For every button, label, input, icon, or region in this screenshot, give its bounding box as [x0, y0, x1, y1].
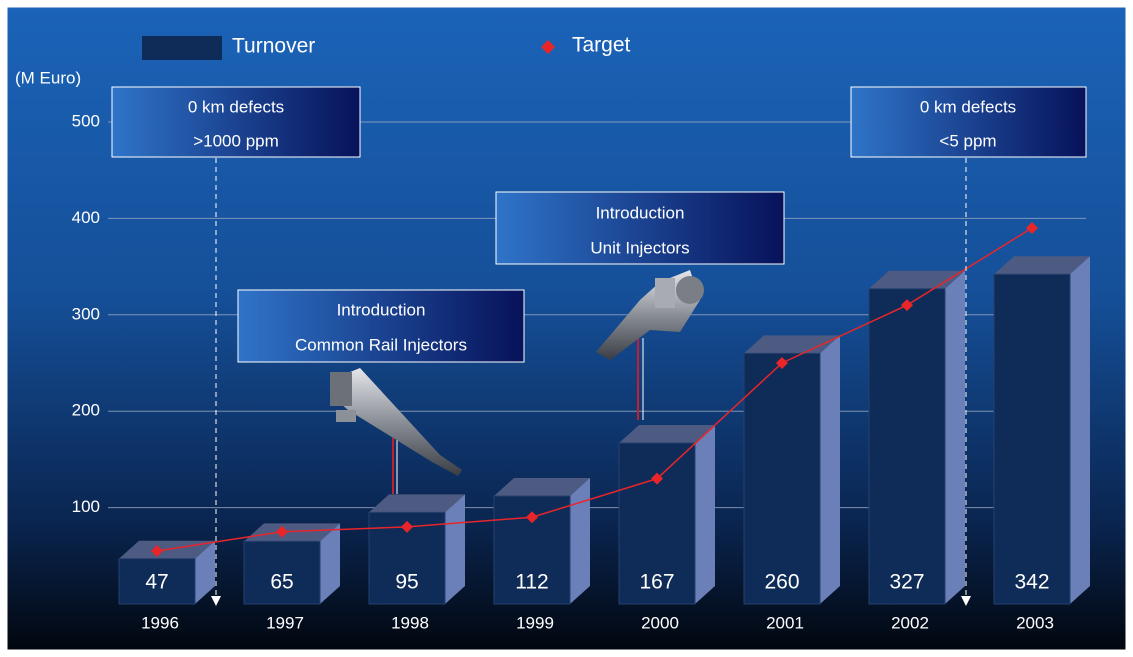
x-tick-label: 1999	[516, 613, 554, 632]
bar	[243, 540, 321, 605]
annotation-text: Common Rail Injectors	[295, 335, 467, 354]
annotation-text: <5 ppm	[939, 131, 996, 150]
annotation-box: 0 km defects <5 ppm	[850, 86, 1087, 158]
y-tick-label: 300	[72, 304, 100, 323]
x-tick-label: 2000	[641, 613, 679, 632]
bar-side	[695, 425, 715, 604]
value-label: 342	[1014, 571, 1049, 594]
annotation-box: Introduction Common Rail Injectors	[237, 289, 525, 363]
target-line	[156, 227, 1033, 552]
x-tick-label: 1996	[141, 613, 179, 632]
legend-swatch	[142, 36, 222, 60]
bar-side	[1070, 256, 1090, 604]
bar-side	[195, 540, 215, 604]
target-marker	[401, 520, 413, 533]
target-marker	[776, 357, 788, 369]
bar-side	[570, 478, 590, 604]
value-label: 65	[270, 571, 293, 594]
dashed-arrow	[961, 158, 971, 606]
dashed-arrow	[211, 158, 221, 606]
bar	[743, 352, 821, 605]
y-tick-label: 400	[72, 208, 100, 227]
legend-label: Turnover	[232, 35, 315, 58]
x-tick-label: 2001	[766, 613, 804, 632]
bar	[868, 288, 946, 605]
bar-top	[744, 335, 840, 354]
y-tick-label: 500	[72, 111, 100, 130]
target-marker	[526, 511, 538, 524]
bar-side	[945, 270, 965, 604]
legend-marker	[541, 40, 555, 54]
value-label: 327	[889, 571, 924, 594]
x-tick-label: 2002	[891, 613, 929, 632]
value-label: 167	[639, 571, 674, 594]
bar-side	[445, 494, 465, 604]
x-tick-label: 2003	[1016, 613, 1054, 632]
target-marker	[1026, 222, 1038, 235]
y-tick-label: 100	[72, 497, 100, 516]
bar-top	[244, 523, 340, 542]
bar	[118, 558, 196, 605]
x-tick-label: 1997	[266, 613, 304, 632]
unit-injector	[596, 270, 704, 420]
target-marker	[651, 472, 663, 485]
bar-top	[994, 256, 1090, 275]
annotation-text: Introduction	[596, 203, 685, 222]
value-label: 260	[764, 571, 799, 594]
y-axis-label: (M Euro)	[15, 68, 81, 87]
annotation-box: Introduction Unit Injectors	[495, 191, 785, 265]
annotation-text: 0 km defects	[188, 97, 284, 116]
target-marker	[276, 525, 288, 538]
bar-top	[619, 425, 715, 444]
annotation-box: 0 km defects >1000 ppm	[111, 86, 361, 158]
bar-side	[820, 335, 840, 604]
target-marker	[151, 544, 163, 557]
y-tick-label: 200	[72, 401, 100, 420]
annotation-text: >1000 ppm	[193, 131, 279, 150]
x-tick-label: 1998	[391, 613, 429, 632]
value-label: 112	[515, 571, 548, 594]
value-label: 95	[395, 571, 418, 594]
bar-side	[320, 523, 340, 604]
value-label: 47	[145, 571, 168, 594]
legend-label: Target	[572, 34, 631, 57]
bar-top	[494, 478, 590, 497]
bar	[993, 273, 1071, 605]
annotation-text: Introduction	[337, 300, 426, 319]
target-marker	[901, 299, 913, 312]
annotation-text: Unit Injectors	[590, 238, 689, 257]
annotation-text: 0 km defects	[920, 97, 1016, 116]
bar	[618, 442, 696, 605]
common-rail-injector	[330, 368, 462, 494]
bar-top	[369, 494, 465, 513]
